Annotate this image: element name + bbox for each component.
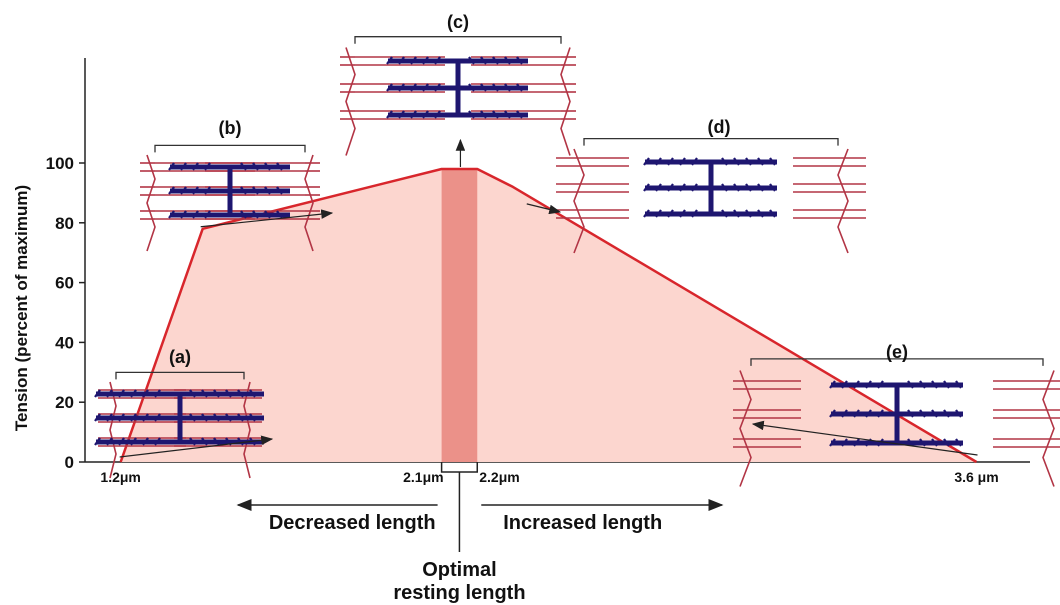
pointer-arrow-e xyxy=(751,420,978,456)
panel-label-a: (a) xyxy=(169,347,191,367)
z-disc xyxy=(560,47,571,156)
sarcomere-illustrations: (a) (b) (c) (d) (e) xyxy=(94,12,1060,487)
panel-label-d: (d) xyxy=(708,117,731,137)
sarcomere-bracket xyxy=(154,144,306,153)
optimal-label-line1: Optimal xyxy=(422,559,496,581)
z-disc xyxy=(345,47,356,156)
panel-label-e: (e) xyxy=(886,342,908,362)
y-tick-label: 20 xyxy=(55,393,74,412)
pointer-arrow-d xyxy=(526,203,562,215)
sarcomere-c: (c) xyxy=(340,12,576,156)
sarcomere-bracket xyxy=(354,36,562,44)
pointer-arrow-a xyxy=(119,435,274,458)
z-disc xyxy=(837,148,849,254)
pointer-arrow-b xyxy=(200,209,334,228)
x-tick-label: 3.6 μm xyxy=(954,469,998,485)
optimal-bracket xyxy=(440,462,479,473)
x-tick-label: 2.1μm xyxy=(403,469,443,485)
sarcomere-bracket xyxy=(115,371,245,380)
optimal-label-line2: resting length xyxy=(393,582,525,604)
y-tick-label: 100 xyxy=(46,154,74,173)
z-disc xyxy=(146,154,156,252)
y-tick-label: 60 xyxy=(55,274,74,293)
sarcomere-bracket xyxy=(750,358,1044,366)
x-tick-label: 2.2μm xyxy=(479,469,519,485)
decreased-length-label: Decreased length xyxy=(269,512,436,534)
increased-length-label: Increased length xyxy=(503,512,662,534)
axes: 0 20 40 60 80 100 Tension (percent of maximum)… xyxy=(12,58,1030,485)
tension-curve xyxy=(119,167,978,464)
panel-label-b: (b) xyxy=(219,118,242,138)
optimal-band xyxy=(441,168,478,463)
y-axis-title: Tension (percent of maximum) xyxy=(12,185,31,431)
y-tick-label: 40 xyxy=(55,333,74,352)
sarcomere-d: (d) xyxy=(556,117,866,254)
z-disc xyxy=(1042,370,1055,487)
x-tick-label: 1.2μm xyxy=(100,469,140,485)
sarcomere-bracket xyxy=(583,137,839,146)
sarcomere-b: (b) xyxy=(140,118,320,252)
y-tick-label: 0 xyxy=(65,453,74,472)
y-tick-label: 80 xyxy=(55,214,74,233)
z-disc xyxy=(739,370,752,487)
sarcomere-e: (e) xyxy=(733,342,1060,487)
panel-label-c: (c) xyxy=(447,12,469,32)
